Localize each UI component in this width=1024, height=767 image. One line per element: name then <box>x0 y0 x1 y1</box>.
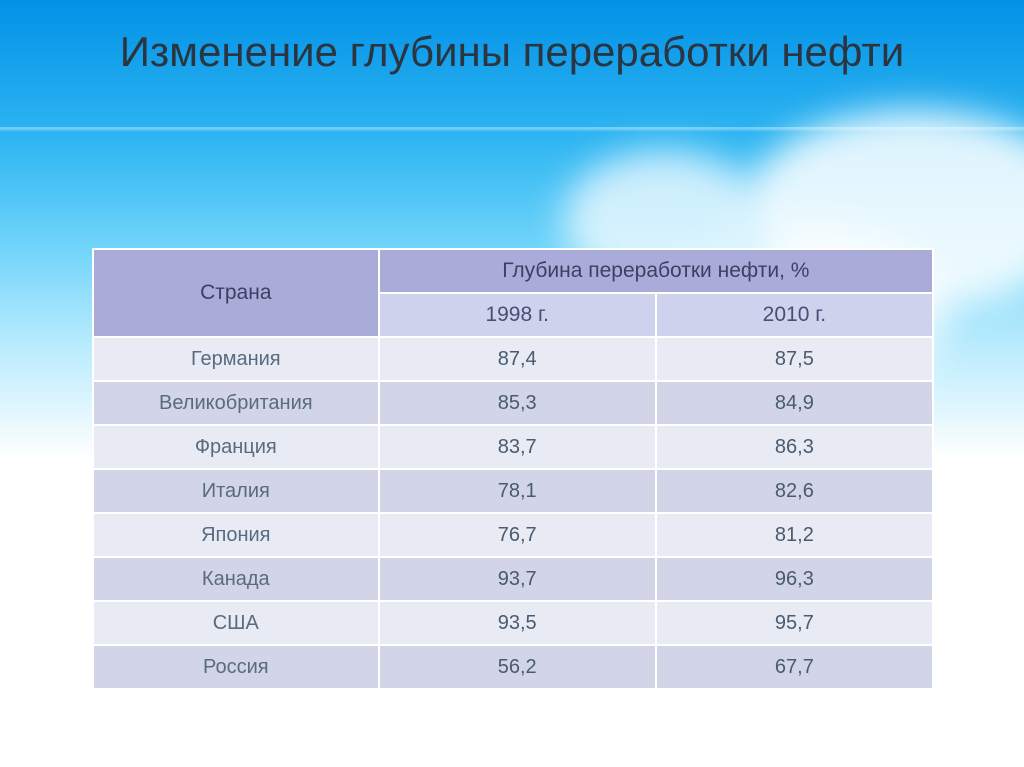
col-year-1998-header: 1998 г. <box>379 293 656 337</box>
cell-value: 84,9 <box>656 381 933 425</box>
title-divider <box>0 128 1024 132</box>
cell-value: 93,7 <box>379 557 656 601</box>
table-row: Великобритания 85,3 84,9 <box>93 381 933 425</box>
cell-value: 96,3 <box>656 557 933 601</box>
cell-country: Италия <box>93 469 379 513</box>
slide-title: Изменение глубины переработки нефти <box>0 0 1024 76</box>
cell-value: 82,6 <box>656 469 933 513</box>
cell-country: Япония <box>93 513 379 557</box>
col-year-2010-header: 2010 г. <box>656 293 933 337</box>
cell-country: Германия <box>93 337 379 381</box>
col-metric-header: Глубина переработки нефти, % <box>379 249 933 293</box>
cell-value: 56,2 <box>379 645 656 689</box>
table-row: Германия 87,4 87,5 <box>93 337 933 381</box>
cell-country: США <box>93 601 379 645</box>
col-country-header: Страна <box>93 249 379 337</box>
cell-value: 76,7 <box>379 513 656 557</box>
table-row: Япония 76,7 81,2 <box>93 513 933 557</box>
cell-value: 87,4 <box>379 337 656 381</box>
cell-value: 83,7 <box>379 425 656 469</box>
oil-refining-table: Страна Глубина переработки нефти, % 1998… <box>92 248 934 690</box>
cell-value: 67,7 <box>656 645 933 689</box>
table-row: Россия 56,2 67,7 <box>93 645 933 689</box>
table-row: Канада 93,7 96,3 <box>93 557 933 601</box>
cell-value: 93,5 <box>379 601 656 645</box>
table-row: Франция 83,7 86,3 <box>93 425 933 469</box>
cell-country: Великобритания <box>93 381 379 425</box>
cell-value: 95,7 <box>656 601 933 645</box>
table-row: США 93,5 95,7 <box>93 601 933 645</box>
cell-country: Канада <box>93 557 379 601</box>
cell-value: 86,3 <box>656 425 933 469</box>
data-table-container: Страна Глубина переработки нефти, % 1998… <box>92 248 934 690</box>
cell-value: 78,1 <box>379 469 656 513</box>
cell-value: 81,2 <box>656 513 933 557</box>
cell-country: Франция <box>93 425 379 469</box>
table-row: Италия 78,1 82,6 <box>93 469 933 513</box>
cell-country: Россия <box>93 645 379 689</box>
cell-value: 85,3 <box>379 381 656 425</box>
cell-value: 87,5 <box>656 337 933 381</box>
